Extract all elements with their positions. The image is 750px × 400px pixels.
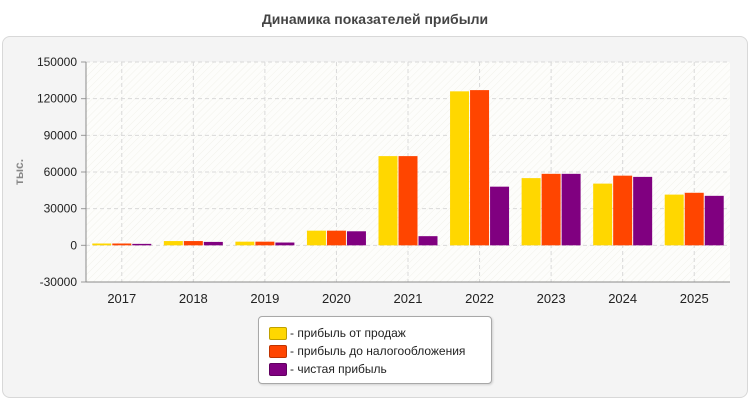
bar-3-2024 [633, 176, 653, 246]
legend-swatch-net-profit [269, 362, 287, 376]
bar-3-2025 [704, 195, 724, 246]
bar-2-2022 [470, 90, 490, 246]
x-tick-label: 2021 [394, 291, 423, 306]
chart-legend: - прибыль от продаж - прибыль до налогоо… [258, 316, 492, 384]
bar-1-2023 [521, 178, 541, 246]
chart-title: Динамика показателей прибыли [261, 11, 489, 27]
legend-swatch-pretax-profit [269, 344, 287, 358]
bar-1-2019 [235, 241, 255, 246]
bar-1-2022 [450, 91, 470, 246]
y-tick-label: 0 [70, 238, 77, 252]
bar-3-2023 [561, 173, 581, 246]
legend-item-net-profit: - чистая прибыль [269, 361, 387, 377]
legend-item-pretax-profit: - прибыль до налогообложения [269, 343, 465, 359]
bar-3-2017 [132, 243, 152, 246]
bar-3-2022 [490, 186, 510, 246]
bar-2-2019 [255, 241, 275, 246]
legend-label-net-profit: - чистая прибыль [290, 362, 387, 376]
bar-2-2017 [112, 243, 132, 246]
x-tick-label: 2024 [608, 291, 637, 306]
y-tick-label: 60000 [44, 165, 78, 179]
bar-2-2021 [398, 156, 418, 246]
x-tick-label: 2023 [537, 291, 566, 306]
y-tick-label: 120000 [37, 92, 77, 106]
x-tick-label: 2017 [107, 291, 136, 306]
bar-2-2018 [183, 241, 203, 246]
bar-3-2018 [203, 241, 223, 246]
x-tick-label: 2022 [465, 291, 494, 306]
bar-2-2025 [684, 192, 704, 246]
bar-2-2023 [541, 173, 561, 246]
bar-2-2024 [613, 175, 633, 246]
legend-label-sales-profit: - прибыль от продаж [290, 326, 406, 340]
bar-1-2021 [378, 156, 398, 246]
x-tick-label: 2018 [179, 291, 208, 306]
legend-swatch-sales-profit [269, 326, 287, 340]
y-tick-label: -30000 [40, 275, 78, 289]
y-tick-label: 30000 [44, 202, 78, 216]
bar-2-2020 [326, 230, 346, 246]
bar-3-2020 [346, 231, 366, 246]
bar-3-2021 [418, 236, 438, 246]
bar-1-2024 [593, 183, 613, 246]
bar-1-2017 [92, 243, 112, 246]
y-tick-label: 90000 [44, 128, 78, 142]
x-tick-label: 2020 [322, 291, 351, 306]
bar-1-2018 [163, 241, 183, 246]
bar-3-2019 [275, 242, 295, 246]
y-tick-label: 150000 [37, 55, 77, 69]
x-tick-label: 2025 [680, 291, 709, 306]
x-tick-label: 2019 [250, 291, 279, 306]
legend-label-pretax-profit: - прибыль до налогообложения [290, 344, 466, 358]
legend-item-sales-profit: - прибыль от продаж [269, 325, 406, 341]
y-axis-title: тыс. [12, 159, 26, 185]
bar-1-2020 [306, 230, 326, 246]
bar-1-2025 [664, 194, 684, 246]
